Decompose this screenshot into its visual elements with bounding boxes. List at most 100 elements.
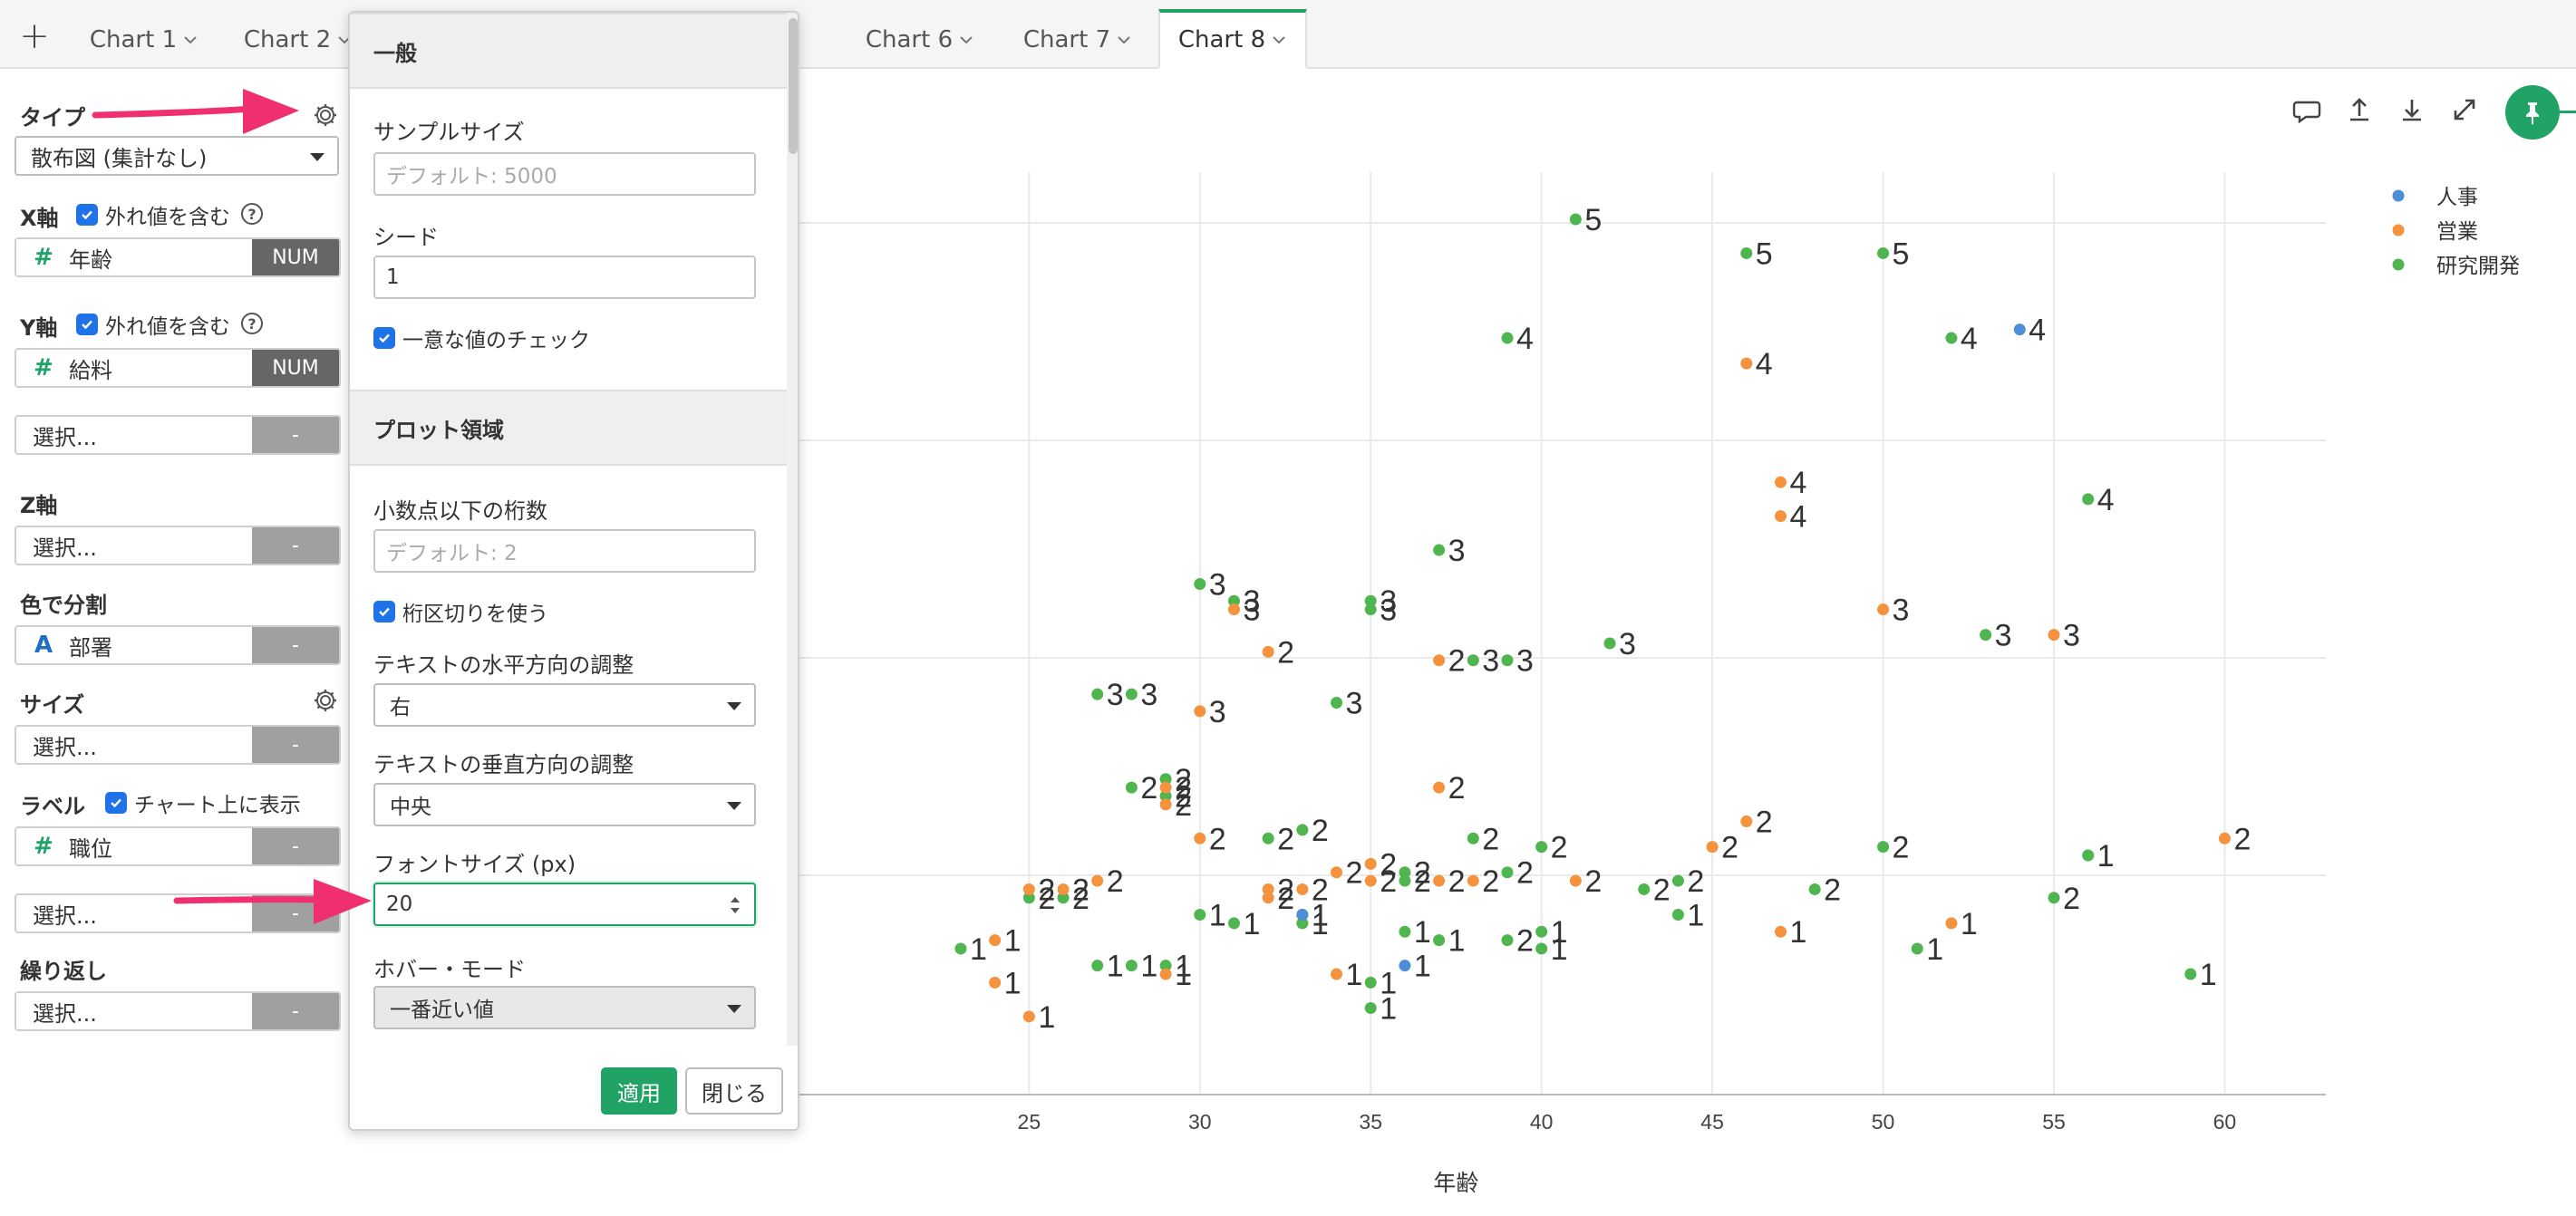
- label-label: ラベル: [20, 794, 85, 819]
- point-label: 2: [1107, 864, 1124, 899]
- upload-icon[interactable]: [2344, 94, 2375, 125]
- type-label: タイプ: [20, 105, 85, 130]
- expand-icon[interactable]: [2449, 94, 2480, 125]
- data-point: [1194, 909, 1206, 922]
- x-tick-label: 45: [1700, 1110, 1724, 1134]
- pin-icon: [2526, 102, 2539, 125]
- point-label: 2: [2063, 882, 2080, 916]
- y-extra-field[interactable]: 選択... -: [15, 415, 341, 455]
- label-field[interactable]: # 職位 -: [15, 826, 341, 866]
- data-point: [1911, 942, 1923, 955]
- point-label: 2: [1175, 771, 1192, 806]
- chart-type-select[interactable]: 散布図 (集計なし): [15, 136, 339, 176]
- y-axis-field[interactable]: # 給料 NUM: [15, 348, 341, 388]
- data-point: [1364, 1001, 1377, 1014]
- decimals-label: 小数点以下の桁数: [373, 498, 547, 524]
- point-label: 2: [1175, 779, 1192, 814]
- x-outlier-checkbox[interactable]: 外れ値を含む: [76, 199, 230, 230]
- x-axis-label: X軸: [20, 206, 59, 231]
- tab-chart-8[interactable]: Chart 8: [1158, 9, 1307, 69]
- add-tab-button[interactable]: +: [9, 11, 60, 62]
- z-axis-field[interactable]: 選択... -: [15, 526, 341, 565]
- point-label: 3: [1209, 695, 1226, 729]
- data-point: [1399, 874, 1411, 887]
- data-point: [1638, 883, 1651, 895]
- point-label: 1: [1175, 958, 1192, 992]
- gear-icon[interactable]: [312, 101, 339, 129]
- x-tick-label: 30: [1188, 1110, 1212, 1134]
- font-size-input[interactable]: 20: [373, 883, 756, 926]
- tab-chart-2[interactable]: Chart 2: [230, 11, 366, 69]
- help-icon[interactable]: ?: [241, 313, 263, 334]
- point-label: 1: [1346, 958, 1363, 992]
- data-point: [1057, 883, 1070, 895]
- close-button[interactable]: 閉じる: [685, 1067, 783, 1115]
- point-label: 2: [1277, 822, 1294, 856]
- sample-size-input[interactable]: デフォルト: 5000: [373, 152, 756, 196]
- repeat-label: 繰り返し: [20, 959, 107, 984]
- data-point: [2048, 629, 2060, 642]
- plus-icon: +: [19, 15, 50, 57]
- chevron-down-icon: [1273, 36, 1285, 44]
- point-label: 3: [1482, 644, 1499, 679]
- popup-scrollbar[interactable]: [787, 13, 798, 1046]
- data-point: [1501, 934, 1514, 947]
- hover-mode-label: ホバー・モード: [373, 957, 526, 982]
- data-point: [1194, 705, 1206, 718]
- data-point: [1091, 688, 1104, 700]
- point-label: 2: [1072, 873, 1089, 907]
- data-point: [1296, 824, 1309, 836]
- data-point: [2048, 892, 2060, 904]
- thousands-separator-checkbox[interactable]: 桁区切りを使う: [373, 596, 548, 627]
- data-point: [1399, 960, 1411, 972]
- point-label: 2: [1140, 771, 1157, 806]
- point-label: 1: [1004, 966, 1022, 1000]
- color-field[interactable]: A 部署 -: [15, 625, 341, 665]
- stepper-icon[interactable]: [729, 893, 741, 917]
- h-align-select[interactable]: 右: [373, 683, 756, 727]
- legend-marker: [2392, 189, 2405, 202]
- x-axis-field[interactable]: # 年齢 NUM: [15, 237, 341, 277]
- tab-chart-6[interactable]: Chart 6: [852, 11, 988, 69]
- data-point: [1877, 246, 1890, 259]
- point-label: 3: [1346, 687, 1363, 721]
- point-label: 4: [1789, 466, 1806, 500]
- hover-mode-select[interactable]: 一番近い値: [373, 986, 756, 1029]
- help-icon[interactable]: ?: [241, 203, 263, 225]
- repeat-field[interactable]: 選択... -: [15, 991, 341, 1031]
- data-point: [1535, 841, 1548, 854]
- point-label: 2: [1516, 924, 1534, 959]
- point-label: 1: [1140, 950, 1157, 984]
- text-type-icon: A: [34, 632, 53, 659]
- label-extra-field[interactable]: 選択... -: [15, 893, 341, 933]
- scrollbar-thumb[interactable]: [789, 18, 798, 154]
- point-label: 2: [1687, 864, 1704, 899]
- size-field[interactable]: 選択... -: [15, 725, 341, 765]
- point-label: 4: [1516, 322, 1534, 356]
- point-label: 1: [1209, 899, 1226, 933]
- point-label: 3: [1243, 584, 1260, 619]
- unique-check-checkbox[interactable]: 一意な値のチェック: [373, 323, 590, 353]
- show-label-checkbox[interactable]: チャート上に表示: [105, 787, 301, 818]
- decimals-input[interactable]: デフォルト: 2: [373, 529, 756, 573]
- y-outlier-checkbox[interactable]: 外れ値を含む: [76, 309, 230, 340]
- comment-icon[interactable]: [2291, 94, 2322, 125]
- z-axis-label: Z軸: [20, 493, 58, 518]
- point-label: 1: [1687, 899, 1704, 933]
- v-align-select[interactable]: 中央: [373, 783, 756, 826]
- data-point: [2082, 493, 2095, 506]
- gear-icon[interactable]: [312, 687, 339, 714]
- apply-button[interactable]: 適用: [601, 1067, 677, 1115]
- data-point: [1022, 892, 1035, 904]
- data-point: [1433, 654, 1446, 667]
- data-point: [1091, 960, 1104, 972]
- data-point: [1501, 866, 1514, 879]
- pin-button[interactable]: [2505, 85, 2560, 140]
- seed-input[interactable]: 1: [373, 256, 756, 299]
- point-label: 3: [2063, 619, 2080, 653]
- data-point: [1501, 332, 1514, 344]
- data-point: [1194, 832, 1206, 844]
- tab-chart-1[interactable]: Chart 1: [76, 11, 212, 69]
- download-icon[interactable]: [2397, 94, 2427, 125]
- tab-chart-7[interactable]: Chart 7: [1010, 11, 1146, 69]
